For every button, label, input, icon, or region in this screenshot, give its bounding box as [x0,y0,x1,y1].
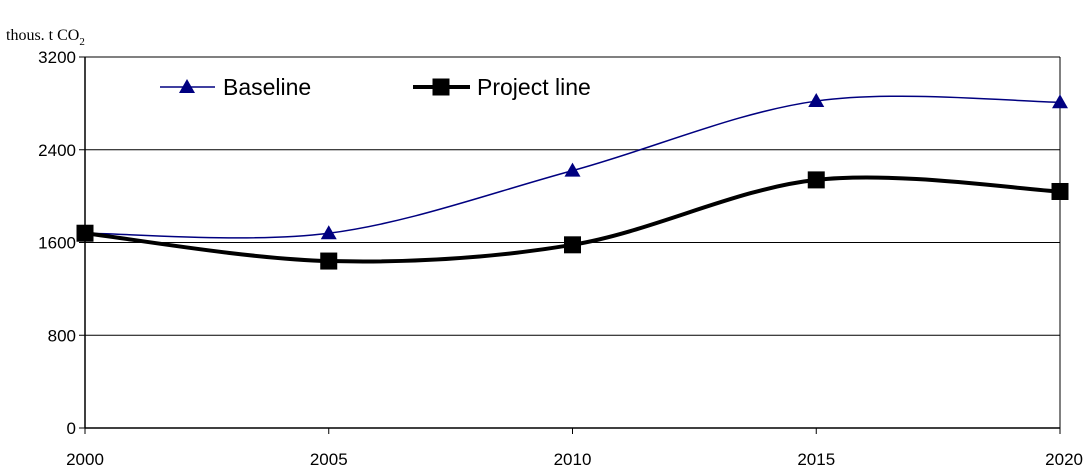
project-line-point [76,224,94,242]
baseline-point [1052,94,1068,109]
y-tick-label: 2400 [38,141,76,160]
baseline-point [564,162,581,177]
y-axis-unit-main: thous. t CO [6,27,79,44]
svg-text:thous. t CO2: thous. t CO2 [6,27,85,48]
legend-item-project-line: Project line [413,74,591,100]
baseline-point [320,225,337,240]
baseline-point [808,93,825,108]
legend-label: Project line [477,74,591,100]
y-tick-label: 800 [48,326,76,345]
series-markers [76,93,1069,270]
x-tick-label: 2015 [797,450,835,469]
y-tick-label: 1600 [38,234,76,253]
project-line-point [564,236,581,254]
project-line-point [320,252,338,270]
legend-swatch-marker [432,78,450,96]
legend: Baseline Project line [160,74,591,100]
legend-swatch-marker [179,79,195,93]
gridlines [85,56,1060,336]
legend-item-baseline: Baseline [160,74,311,100]
y-tick-label: 0 [67,419,76,438]
x-tick-label: 2010 [554,450,592,469]
y-axis-unit-label: thous. t CO2 [6,27,85,48]
legend-label: Baseline [223,74,311,100]
tick-labels: 0 800 1600 2400 3200 2000 2005 2010 2015 2020 [38,48,1083,469]
x-tick-label: 2000 [66,450,104,469]
project-line-point [807,171,825,189]
y-tick-label: 3200 [38,48,76,67]
y-axis-unit-subscript: 2 [79,36,85,48]
axes [79,56,1061,434]
x-tick-label: 2020 [1045,450,1083,469]
x-tick-label: 2005 [310,450,348,469]
project-line-point [1051,182,1069,200]
